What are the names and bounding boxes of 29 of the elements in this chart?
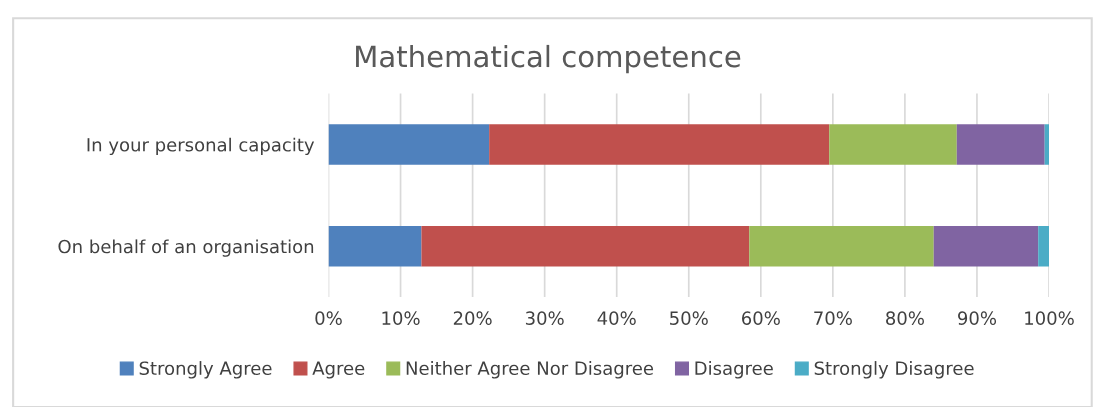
legend-label: Disagree <box>695 361 773 379</box>
x-tick-label: 0% <box>315 311 342 325</box>
x-tick-label: 40% <box>597 311 636 325</box>
bar <box>829 124 957 165</box>
x-tick-label: 80% <box>886 311 924 325</box>
legend-label: Strongly Agree <box>139 361 272 379</box>
x-tick-label: 20% <box>453 311 492 325</box>
bar <box>328 225 422 267</box>
legend-label: Agree <box>312 361 365 379</box>
y-tick-label: In your personal capacity <box>87 137 315 156</box>
x-tick-label: 100% <box>1025 311 1074 325</box>
chart-title: Mathematical competence <box>356 44 741 74</box>
bar <box>489 124 830 165</box>
bar <box>749 225 934 267</box>
legend-label: Neither Agree Nor Disagree <box>406 361 654 379</box>
x-tick-label: 50% <box>670 311 708 325</box>
bar <box>328 124 490 165</box>
x-tick-label: 70% <box>814 311 852 325</box>
x-tick-label: 30% <box>525 311 564 325</box>
bar <box>421 225 750 267</box>
x-tick-label: 10% <box>382 311 420 325</box>
bar <box>933 225 1039 267</box>
bar <box>1038 225 1050 267</box>
y-tick-label: On behalf of an organisation <box>58 239 314 257</box>
x-tick-label: 90% <box>958 311 997 325</box>
legend-label: Strongly Disagree <box>814 361 974 379</box>
bar <box>956 124 1045 165</box>
bar <box>1044 124 1050 165</box>
x-tick-label: 60% <box>742 311 780 325</box>
